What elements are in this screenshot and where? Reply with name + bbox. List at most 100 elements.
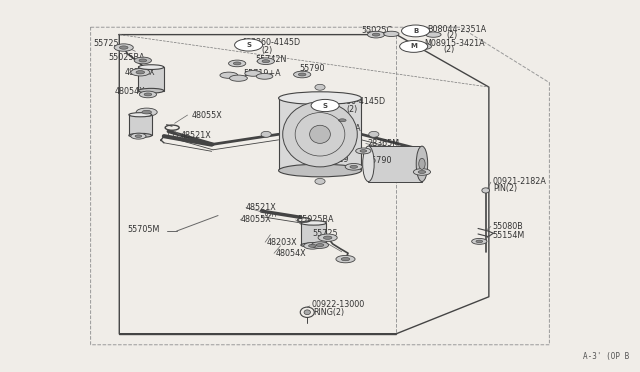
Ellipse shape (298, 73, 306, 76)
Text: (2): (2) (261, 46, 273, 55)
Polygon shape (369, 146, 422, 182)
Text: (2): (2) (347, 105, 358, 115)
Ellipse shape (283, 102, 357, 167)
Ellipse shape (139, 59, 147, 62)
Ellipse shape (144, 93, 152, 96)
Ellipse shape (234, 62, 241, 65)
Polygon shape (129, 115, 152, 135)
Text: (2): (2) (444, 45, 455, 54)
Ellipse shape (318, 234, 337, 241)
Text: 55080B: 55080B (492, 222, 523, 231)
Text: 55719+A: 55719+A (244, 68, 281, 77)
Ellipse shape (301, 221, 326, 225)
Ellipse shape (384, 31, 399, 36)
Ellipse shape (308, 244, 316, 247)
Text: §08360-4145D: §08360-4145D (328, 97, 386, 106)
Text: 55719+A: 55719+A (323, 124, 361, 133)
Text: 48055X: 48055X (191, 110, 222, 120)
Ellipse shape (262, 60, 269, 62)
Ellipse shape (304, 243, 321, 249)
Text: 00922-13000: 00922-13000 (311, 300, 364, 310)
Text: 48203X: 48203X (124, 68, 155, 77)
Ellipse shape (416, 146, 428, 182)
Text: 48203X: 48203X (266, 238, 297, 247)
Text: B: B (413, 28, 418, 34)
Ellipse shape (418, 170, 426, 173)
Ellipse shape (114, 44, 133, 51)
Text: S: S (323, 103, 328, 109)
Ellipse shape (341, 257, 350, 261)
Text: 48521X: 48521X (181, 131, 212, 140)
Ellipse shape (228, 60, 246, 67)
Ellipse shape (257, 58, 275, 64)
Text: 55725: 55725 (312, 229, 338, 238)
Text: 55740N: 55740N (323, 137, 355, 146)
Ellipse shape (220, 72, 238, 78)
Ellipse shape (419, 158, 425, 169)
Text: M: M (410, 44, 417, 49)
Ellipse shape (256, 73, 273, 79)
Ellipse shape (476, 240, 483, 243)
Ellipse shape (131, 68, 150, 76)
Ellipse shape (304, 310, 310, 315)
Ellipse shape (312, 242, 328, 248)
Ellipse shape (315, 84, 325, 90)
Text: (2): (2) (446, 31, 458, 40)
Ellipse shape (401, 25, 429, 37)
Text: 55025C: 55025C (362, 26, 392, 35)
Text: 55025BA: 55025BA (298, 215, 334, 224)
Ellipse shape (278, 164, 362, 177)
Ellipse shape (245, 71, 261, 76)
Ellipse shape (399, 41, 428, 52)
Ellipse shape (142, 110, 152, 114)
Ellipse shape (333, 117, 351, 124)
Text: 48055X: 48055X (241, 215, 271, 224)
Text: 48054X: 48054X (115, 87, 145, 96)
Text: 55742N: 55742N (255, 55, 286, 64)
Ellipse shape (367, 31, 385, 38)
Text: 55719: 55719 (323, 155, 349, 164)
Ellipse shape (278, 92, 362, 105)
Polygon shape (301, 223, 326, 245)
Ellipse shape (129, 133, 152, 138)
Ellipse shape (135, 135, 141, 137)
Ellipse shape (350, 165, 358, 168)
Ellipse shape (136, 108, 157, 116)
Ellipse shape (420, 45, 428, 48)
Ellipse shape (482, 188, 490, 193)
Ellipse shape (129, 113, 152, 117)
Text: A-3' (OP B: A-3' (OP B (583, 352, 629, 361)
Polygon shape (278, 98, 362, 170)
Text: 55705M: 55705M (127, 225, 160, 234)
Text: 55025BA: 55025BA (108, 53, 145, 62)
Ellipse shape (136, 71, 145, 74)
Text: §08360-4145D: §08360-4145D (243, 37, 300, 46)
Ellipse shape (345, 163, 362, 170)
Text: 55790: 55790 (300, 64, 325, 73)
Text: S: S (246, 42, 251, 48)
Text: 55725: 55725 (94, 39, 120, 48)
Text: B08044-2351A: B08044-2351A (427, 25, 486, 33)
Ellipse shape (230, 75, 247, 81)
Ellipse shape (310, 125, 330, 143)
Ellipse shape (323, 236, 332, 239)
Ellipse shape (140, 91, 157, 98)
Ellipse shape (301, 243, 326, 247)
Text: RING(2): RING(2) (314, 308, 345, 317)
Text: 48521X: 48521X (246, 203, 277, 212)
Ellipse shape (235, 39, 262, 51)
Ellipse shape (120, 46, 128, 49)
Ellipse shape (339, 119, 346, 122)
Ellipse shape (294, 71, 311, 78)
Ellipse shape (416, 44, 431, 49)
Text: PIN(2): PIN(2) (493, 185, 518, 193)
Ellipse shape (336, 256, 355, 263)
Ellipse shape (426, 32, 441, 37)
Text: 48054X: 48054X (275, 249, 306, 258)
Ellipse shape (315, 179, 325, 184)
Ellipse shape (134, 57, 152, 64)
Ellipse shape (138, 89, 164, 93)
Ellipse shape (472, 238, 487, 244)
Ellipse shape (372, 33, 380, 36)
Ellipse shape (138, 65, 164, 70)
